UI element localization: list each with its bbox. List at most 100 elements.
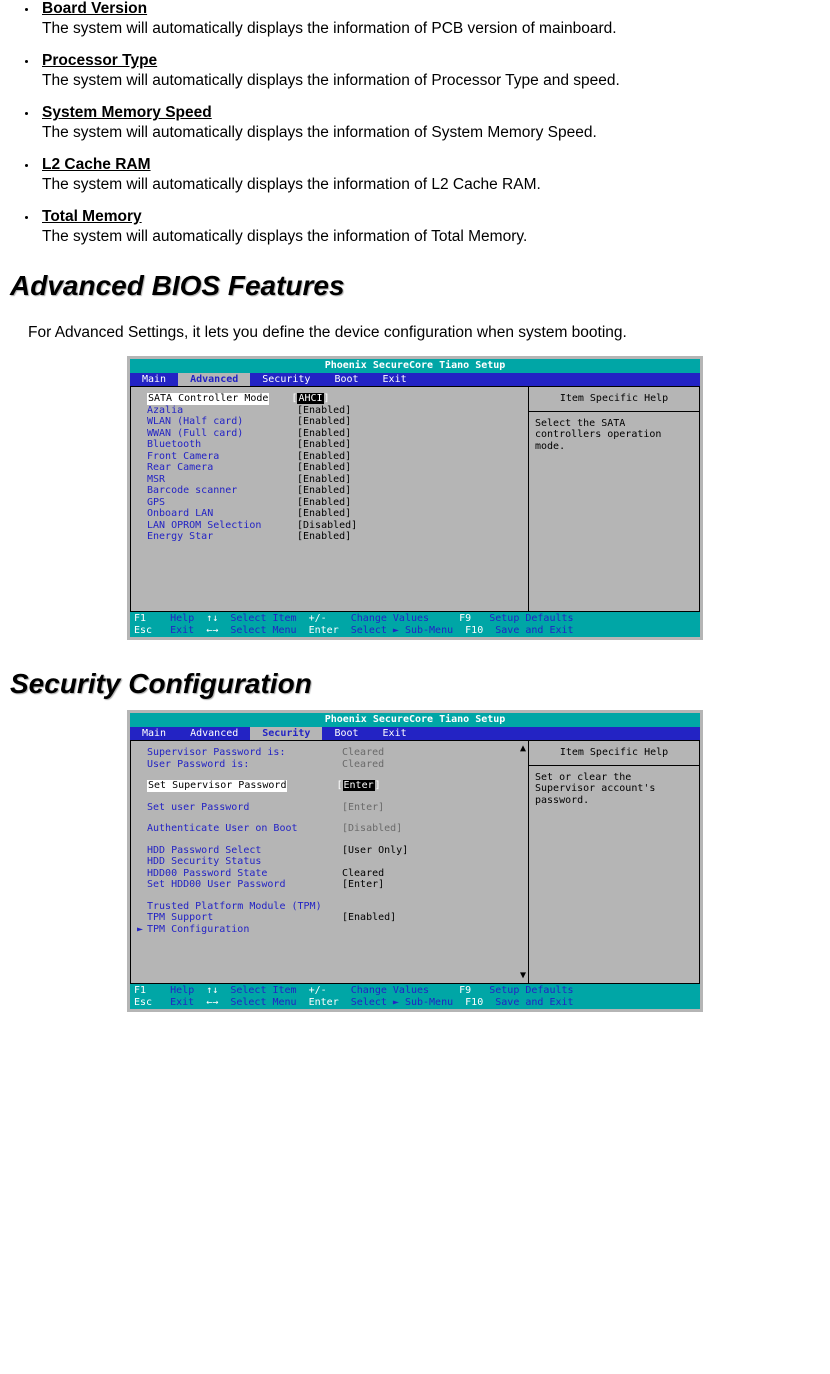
setting-label: TPM Support	[147, 912, 342, 924]
setting-value: [Enabled]	[297, 508, 351, 520]
section-heading-security: Security Configuration	[10, 668, 820, 700]
setting-label: Rear Camera	[147, 462, 297, 474]
setting-value: [User Only]	[342, 845, 408, 857]
help-text: Select the SATA controllers operation mo…	[529, 412, 699, 612]
setting-value: [Enter]	[342, 879, 384, 891]
bios-footer: F1 Help ↑↓ Select Item +/- Change Values…	[130, 984, 700, 1009]
setting-value: [Enabled]	[297, 405, 351, 417]
setting-label: WLAN (Half card)	[147, 416, 297, 428]
setting-value: [Enabled]	[297, 485, 351, 497]
bios-setting-row: GPS[Enabled]	[137, 497, 520, 509]
bios-setting-row: LAN OPROM Selection[Disabled]	[137, 520, 520, 532]
bios-menu-item: Advanced	[178, 727, 250, 741]
setting-value: [Enabled]	[297, 462, 351, 474]
item-title: System Memory Speed	[42, 104, 212, 121]
setting-label: HDD00 Password State	[147, 868, 342, 880]
setting-value: [Enabled]	[297, 451, 351, 463]
setting-label: WWAN (Full card)	[147, 428, 297, 440]
bios-advanced-screenshot: Phoenix SecureCore Tiano Setup MainAdvan…	[127, 356, 703, 640]
setting-value: [Enter]	[342, 802, 384, 814]
item-title: Processor Type	[42, 52, 157, 69]
list-item: L2 Cache RAM The system will automatical…	[38, 156, 820, 194]
bios-setting-row: Trusted Platform Module (TPM)	[137, 901, 520, 913]
bios-footer: F1 Help ↑↓ Select Item +/- Change Values…	[130, 612, 700, 637]
setting-label: GPS	[147, 497, 297, 509]
bios-setting-row: Set Supervisor Password[Enter]	[137, 780, 520, 792]
bios-setting-row: Barcode scanner[Enabled]	[137, 485, 520, 497]
setting-value: [Enabled]	[297, 531, 351, 543]
section-lead-advanced: For Advanced Settings, it lets you defin…	[28, 324, 820, 342]
section-heading-advanced: Advanced BIOS Features	[10, 270, 820, 302]
help-text: Set or clear the Supervisor account's pa…	[529, 766, 699, 984]
bios-setting-row: SATA Controller Mode [AHCI]	[137, 393, 520, 405]
feature-list: Board Version The system will automatica…	[38, 0, 820, 246]
item-desc: The system will automatically displays t…	[42, 228, 820, 246]
bios-setting-row: Onboard LAN[Enabled]	[137, 508, 520, 520]
item-desc: The system will automatically displays t…	[42, 124, 820, 142]
setting-value: [AHCI]	[291, 393, 329, 405]
bios-menu-item: Main	[130, 373, 178, 387]
setting-label: Energy Star	[147, 531, 297, 543]
setting-label: MSR	[147, 474, 297, 486]
setting-label: Azalia	[147, 405, 297, 417]
setting-label: SATA Controller Mode	[147, 393, 269, 405]
list-item: System Memory Speed The system will auto…	[38, 104, 820, 142]
setting-value: [Enabled]	[342, 912, 396, 924]
list-item: Total Memory The system will automatical…	[38, 208, 820, 246]
setting-value: [Disabled]	[297, 520, 357, 532]
setting-value: [Enabled]	[297, 416, 351, 428]
item-title: Board Version	[42, 0, 147, 17]
setting-value: Cleared	[342, 868, 384, 880]
setting-label: Supervisor Password is:	[147, 747, 342, 759]
bios-menu-item: Main	[130, 727, 178, 741]
bios-left-panel: SATA Controller Mode[AHCI] Azalia[Enable…	[130, 386, 528, 612]
bios-setting-row: Energy Star[Enabled]	[137, 531, 520, 543]
bios-help-panel: Item Specific Help Set or clear the Supe…	[528, 740, 700, 984]
setting-label: Front Camera	[147, 451, 297, 463]
setting-value: [Enabled]	[297, 474, 351, 486]
bios-setting-row: Authenticate User on Boot[Disabled]	[137, 823, 520, 835]
setting-label: TPM Configuration	[147, 924, 342, 936]
setting-label: Set HDD00 User Password	[147, 879, 342, 891]
help-heading: Item Specific Help	[529, 741, 699, 766]
bios-setting-row: Set user Password[Enter]	[137, 802, 520, 814]
setting-label: LAN OPROM Selection	[147, 520, 297, 532]
setting-label: HDD Password Select	[147, 845, 342, 857]
setting-label: Bluetooth	[147, 439, 297, 451]
bios-menu-item: Security	[250, 727, 322, 741]
bios-security-screenshot: Phoenix SecureCore Tiano Setup MainAdvan…	[127, 710, 703, 1012]
bios-menu-item: Boot	[322, 727, 370, 741]
bios-setting-row: HDD00 Password StateCleared	[137, 868, 520, 880]
bios-menu-item: Exit	[371, 373, 419, 387]
setting-label: Onboard LAN	[147, 508, 297, 520]
setting-value: Cleared	[342, 747, 384, 759]
item-title: Total Memory	[42, 208, 142, 225]
setting-value: [Enabled]	[297, 497, 351, 509]
bios-setting-row: MSR[Enabled]	[137, 474, 520, 486]
setting-label: User Password is:	[147, 759, 342, 771]
bios-setting-row: Supervisor Password is:Cleared	[137, 747, 520, 759]
item-desc: The system will automatically displays t…	[42, 72, 820, 90]
bios-setting-row: TPM Support[Enabled]	[137, 912, 520, 924]
setting-value: [Enabled]	[297, 439, 351, 451]
setting-label: Trusted Platform Module (TPM)	[147, 901, 342, 913]
setting-value: [Disabled]	[342, 823, 402, 835]
bios-setting-row: Azalia[Enabled]	[137, 405, 520, 417]
bios-setting-row: ►TPM Configuration	[137, 924, 520, 936]
bios-setting-row: HDD Password Select[User Only]	[137, 845, 520, 857]
bios-menu-item: Boot	[322, 373, 370, 387]
bios-menu-item: Exit	[371, 727, 419, 741]
bios-setting-row: WWAN (Full card)[Enabled]	[137, 428, 520, 440]
bios-setting-row: Front Camera[Enabled]	[137, 451, 520, 463]
bios-setting-row: WLAN (Half card)[Enabled]	[137, 416, 520, 428]
setting-label: HDD Security Status	[147, 856, 342, 868]
bios-setting-row: Set HDD00 User Password[Enter]	[137, 879, 520, 891]
bios-body: ▲ ▼ Supervisor Password is:Cleared User …	[130, 740, 700, 984]
bios-setting-row: Rear Camera[Enabled]	[137, 462, 520, 474]
setting-label: Barcode scanner	[147, 485, 297, 497]
bios-menu: MainAdvancedSecurityBootExit	[130, 727, 700, 741]
list-item: Processor Type The system will automatic…	[38, 52, 820, 90]
bios-help-panel: Item Specific Help Select the SATA contr…	[528, 386, 700, 612]
bios-body: SATA Controller Mode[AHCI] Azalia[Enable…	[130, 386, 700, 612]
setting-value: [Enabled]	[297, 428, 351, 440]
